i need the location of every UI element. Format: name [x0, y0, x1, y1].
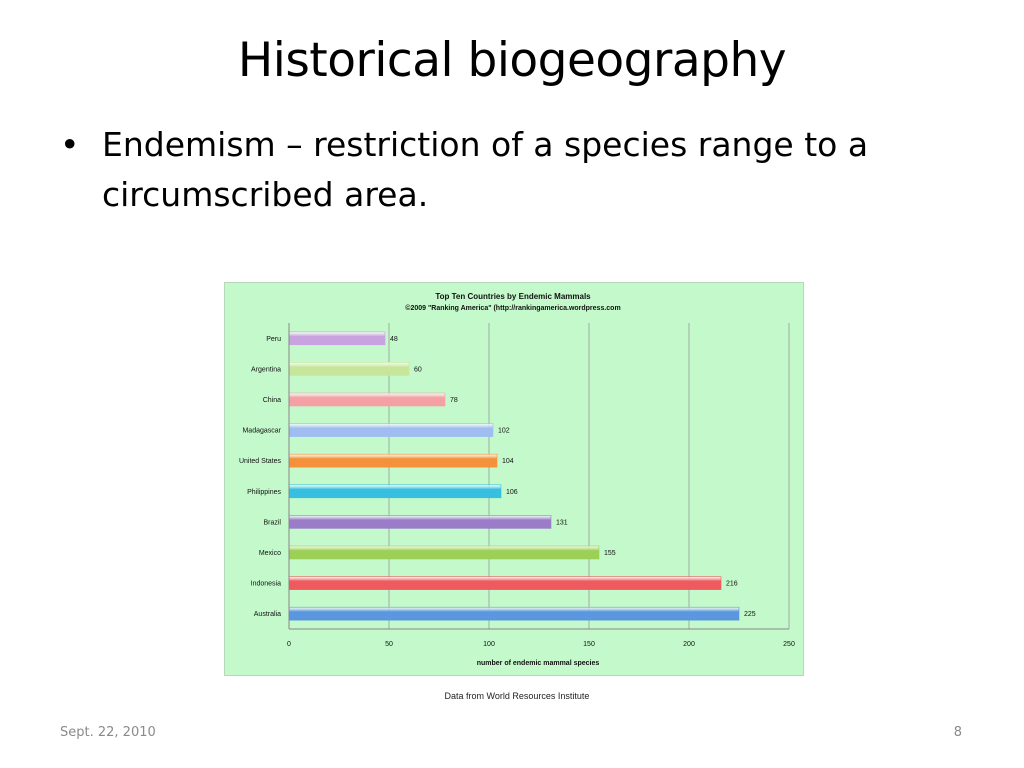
bullet-marker: • [60, 125, 80, 164]
slide-title: Historical biogeography [237, 33, 787, 88]
category-label: Australia [254, 611, 281, 618]
bar-madagascar [288, 423, 494, 437]
bar-australia [288, 606, 740, 621]
data-label: 131 [556, 519, 568, 526]
data-label: 225 [744, 611, 756, 618]
category-label: China [263, 397, 281, 404]
x-tick-label: 100 [483, 641, 495, 648]
bullet-item: • Endemism – restriction of a species ra… [60, 120, 970, 220]
bar-peru [288, 331, 386, 346]
data-label: 216 [726, 581, 738, 588]
chart-axes: 0 50 100 150 200 250 Peru Argentina China Madagas… [239, 323, 795, 648]
x-tick-label: 50 [385, 641, 393, 648]
data-label: 78 [450, 397, 458, 404]
bar-brazil [288, 515, 552, 529]
data-label: 102 [498, 428, 510, 435]
chart-bars: 48 60 78 102 104 106 131 155 216 225 [288, 331, 756, 621]
category-label: United States [239, 458, 282, 465]
chart-subtitle: ©2009 "Ranking America" (http://rankinga… [405, 304, 620, 312]
bullet-text: Endemism – restriction of a species rang… [102, 125, 869, 214]
category-label: Mexico [259, 550, 281, 557]
category-label: Peru [266, 336, 281, 343]
category-label: Madagascar [242, 428, 281, 435]
bar-indonesia [288, 576, 722, 590]
data-label: 106 [506, 489, 518, 496]
chart-panel: Top Ten Countries by Endemic Mammals ©20… [224, 282, 804, 676]
x-tick-label: 150 [583, 641, 595, 648]
bar-united-states [288, 453, 498, 468]
data-label: 48 [390, 336, 398, 343]
data-label: 155 [604, 550, 616, 557]
category-label: Philippines [247, 489, 281, 496]
bar-philippines [288, 484, 502, 499]
category-label: Argentina [251, 366, 281, 373]
bar-china [288, 392, 446, 407]
x-axis-label: number of endemic mammal species [477, 660, 600, 667]
slide-number: 8 [953, 725, 962, 740]
data-label: 60 [414, 366, 422, 373]
bar-mexico [288, 545, 600, 560]
data-label: 104 [502, 458, 514, 465]
chart-caption: Data from World Resources Institute [444, 691, 590, 701]
bullet-list: • Endemism – restriction of a species ra… [60, 120, 970, 220]
category-label: Brazil [263, 519, 281, 526]
x-tick-label: 0 [287, 641, 291, 648]
x-tick-label: 250 [783, 641, 795, 648]
x-tick-label: 200 [683, 641, 695, 648]
footer-date: Sept. 22, 2010 [60, 725, 156, 740]
category-label: Indonesia [251, 581, 281, 588]
bar-argentina [288, 362, 410, 376]
chart-title: Top Ten Countries by Endemic Mammals [435, 292, 591, 301]
endemic-mammals-bar-chart: Top Ten Countries by Endemic Mammals ©20… [239, 292, 795, 667]
